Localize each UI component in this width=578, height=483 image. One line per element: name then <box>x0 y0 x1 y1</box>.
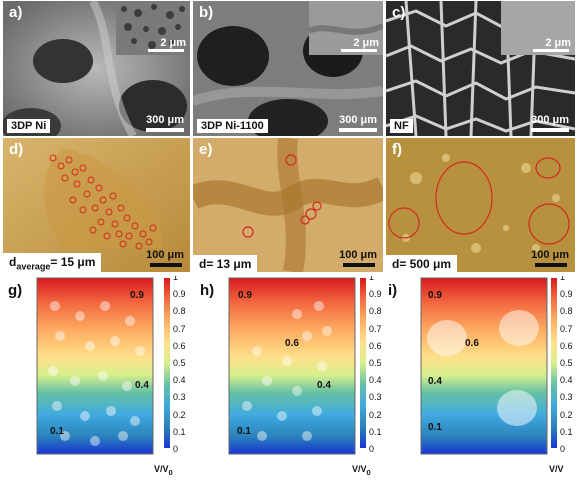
panel-label: h) <box>200 282 215 299</box>
porous-texture-icon <box>116 1 190 55</box>
bubble-diameter-label: d= 500 μm <box>386 255 458 272</box>
scale-bar <box>339 128 377 132</box>
panel-label: g) <box>8 282 23 299</box>
diameter-value: = 15 μm <box>50 254 96 269</box>
scale-label: 100 μm <box>339 249 377 261</box>
panel-f-optical: f) d= 500 μm 100 μm <box>386 138 575 272</box>
panel-label: i) <box>388 282 398 299</box>
isoline-label: 0.6 <box>465 338 479 349</box>
inset-micrograph: 2 μm <box>116 1 190 55</box>
scale-label: 300 μm <box>339 114 377 126</box>
sample-name: 3DP Ni-1100 <box>197 119 268 133</box>
inset-micrograph: 2 μm <box>501 1 575 55</box>
colorbar-ticks: 1 0.9 0.8 0.7 0.6 0.5 0.4 0.3 0.2 0.1 0 <box>369 276 382 454</box>
scale-bar <box>150 263 182 267</box>
inset-scale-label: 2 μm <box>545 37 571 49</box>
panel-label: e) <box>199 141 213 158</box>
colorbar <box>551 278 557 448</box>
isoline-label: 0.4 <box>428 376 442 387</box>
colorbar <box>360 278 366 448</box>
colorbar-label: V/V0 <box>154 464 173 477</box>
panel-d-optical: d) daverage= 15 μm 100 μm <box>3 138 190 272</box>
colorbar-ticks: 1 0.9 0.8 0.7 0.6 0.5 0.4 0.3 0.2 0.1 0 <box>173 276 186 454</box>
scale-label: 100 μm <box>146 249 184 261</box>
bubble-diameter-label: daverage= 15 μm <box>3 252 102 272</box>
diameter-subscript: average <box>16 261 51 271</box>
isoline-label: 0.4 <box>317 380 331 391</box>
scale-label: 100 μm <box>531 249 569 261</box>
sem-image-3dp-ni-1100 <box>193 1 383 136</box>
isoline-label: 0.9 <box>238 290 252 301</box>
inset-scale-label: 2 μm <box>353 37 379 49</box>
panel-label: b) <box>199 4 214 21</box>
diameter-symbol: d <box>9 254 17 269</box>
volume-fraction-field <box>228 277 356 455</box>
isoline-label: 0.1 <box>50 426 64 437</box>
volume-fraction-field <box>420 277 548 455</box>
isoline-label: 0.6 <box>285 338 299 349</box>
isoline-label: 0.9 <box>428 290 442 301</box>
volume-fraction-field <box>36 277 154 455</box>
isoline-label: 0.9 <box>130 290 144 301</box>
panel-i-simulation: i) 0.9 0.6 0.4 0.1 1 0.9 0.8 0.7 0.6 0.5… <box>384 276 578 483</box>
inset-scale-bar <box>533 49 569 52</box>
sem-image-nickel-foam <box>386 1 575 136</box>
colorbar-label: V/V <box>549 464 564 474</box>
optical-image-bubbles-nf <box>386 138 575 272</box>
sample-name: NF <box>390 119 413 133</box>
inset-micrograph: 2 μm <box>309 1 383 55</box>
inset-scale-bar <box>341 49 377 52</box>
isoline-label: 0.4 <box>135 380 149 391</box>
sample-name: 3DP Ni <box>7 119 51 133</box>
smooth-texture-icon <box>309 1 383 55</box>
inset-scale-bar <box>148 49 184 52</box>
optical-image-bubbles-3dp-ni-1100 <box>193 138 383 272</box>
panel-g-simulation: g) 0.9 0.4 0.1 1 0.9 0.8 0.7 0.6 0.5 0.4… <box>0 276 192 483</box>
panel-label: c) <box>392 4 406 21</box>
scale-bar <box>146 128 184 132</box>
scale-bar <box>531 128 569 132</box>
colorbar <box>164 278 170 448</box>
panel-b-sem-3dp-ni-1100: 2 μm b) 3DP Ni-1100 300 μm <box>193 1 383 136</box>
panel-h-simulation: h) 0.9 0.6 0.4 0.1 1 0.9 0.8 0.7 0.6 0.5… <box>192 276 384 483</box>
colorbar-ticks: 1 0.9 0.8 0.7 0.6 0.5 0.4 0.3 0.2 0.1 0 <box>560 276 573 454</box>
panel-e-optical: e) d= 13 μm 100 μm <box>193 138 383 272</box>
optical-image-bubbles-3dp-ni <box>3 138 190 272</box>
bubble-diameter-label: d= 13 μm <box>193 255 258 272</box>
isoline-label: 0.1 <box>237 426 251 437</box>
scale-bar <box>343 263 375 267</box>
scale-label: 300 μm <box>531 114 569 126</box>
inset-scale-label: 2 μm <box>160 37 186 49</box>
flat-texture-icon <box>501 1 575 55</box>
scale-bar <box>535 263 567 267</box>
panel-a-sem-3dp-ni: 2 μm a) 3DP Ni 300 μm <box>3 1 190 136</box>
colorbar-label: V/V0 <box>352 464 371 477</box>
scale-label: 300 μm <box>146 114 184 126</box>
panel-label: d) <box>9 141 24 158</box>
panel-label: f) <box>392 141 402 158</box>
panel-label: a) <box>9 4 23 21</box>
panel-c-sem-nf: 2 μm c) NF 300 μm <box>386 1 575 136</box>
isoline-label: 0.1 <box>428 422 442 433</box>
